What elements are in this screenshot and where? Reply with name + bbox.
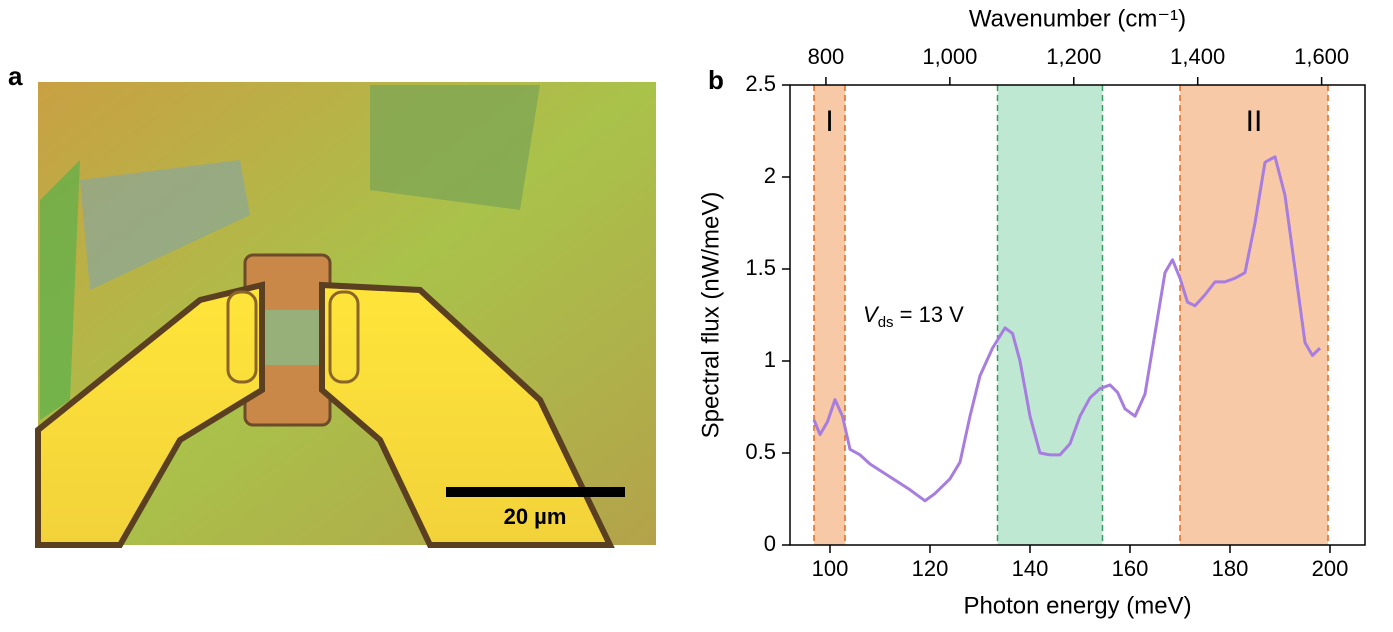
y-tick-label: 0.5 [745,439,776,464]
band [814,85,845,545]
y-tick-label: 2.5 [745,71,776,96]
panel-label: b [708,65,724,95]
x-axis-title: Photon energy (meV) [963,592,1191,619]
x2-tick-label: 800 [808,44,845,69]
band-label: II [1246,105,1263,138]
x-tick-label: 200 [1312,556,1349,581]
plot-frame [789,84,1366,546]
x-tick-label: 180 [1212,556,1249,581]
x-tick-label: 120 [912,556,949,581]
annotation-part: ds [878,314,894,331]
micrograph [35,82,656,548]
annotation-part: = 13 V [894,302,965,327]
y-tick-label: 1 [764,347,776,372]
x2-axis-title: Wavenumber (cm⁻¹) [969,5,1186,32]
scale-bar-label: 20 µm [504,504,567,529]
annotation: Vds = 13 V [863,302,964,331]
band-label: I [825,105,833,138]
x2-tick-label: 1,600 [1294,44,1349,69]
y-tick-label: 0 [764,531,776,556]
y-axis-title: Spectral flux (nW/meV) [697,192,724,439]
panel-label: a [8,61,23,91]
line [812,155,1322,503]
x-tick-label: 100 [812,556,849,581]
band [997,85,1103,545]
annotation-part: V [863,302,880,327]
x2-tick-label: 1,000 [922,44,977,69]
x-tick-label: 140 [1012,556,1049,581]
band [1180,85,1328,545]
x2-tick-label: 1,200 [1046,44,1101,69]
y-tick-label: 2 [764,163,776,188]
y-tick-label: 1.5 [745,255,776,280]
x-tick-label: 160 [1112,556,1149,581]
x2-tick-label: 1,400 [1170,44,1225,69]
